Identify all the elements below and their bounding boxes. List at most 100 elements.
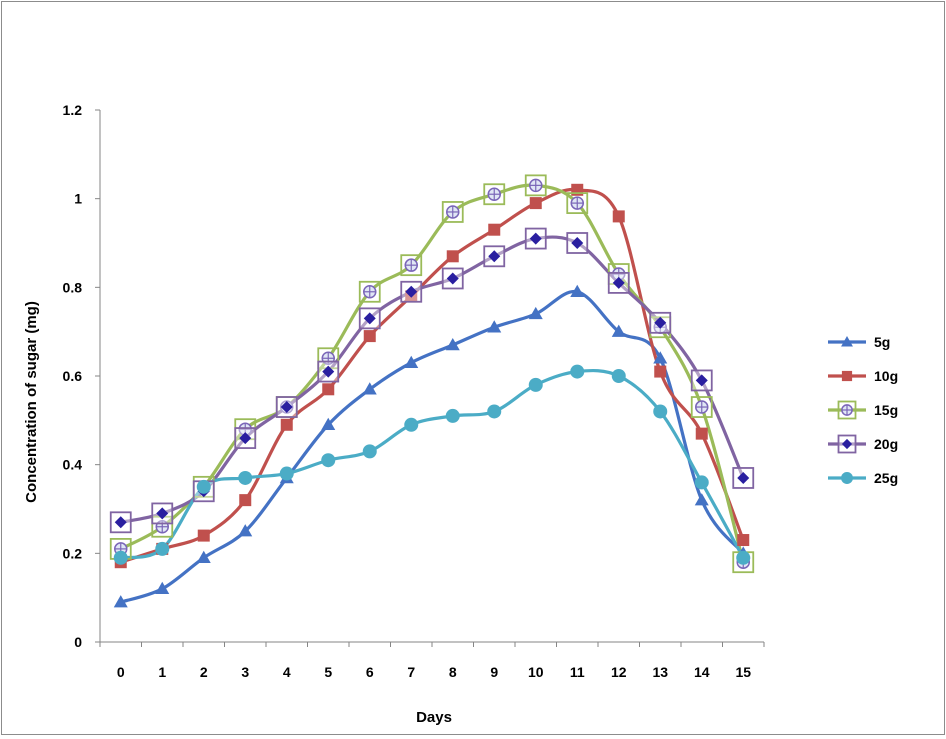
series-markers-5g xyxy=(113,284,751,608)
x-tick-label: 4 xyxy=(283,664,291,680)
legend-marker xyxy=(841,472,853,484)
data-point-10g xyxy=(446,250,459,263)
data-point-25g xyxy=(362,444,377,459)
x-tick-label: 6 xyxy=(366,664,374,680)
data-point-10g xyxy=(239,494,252,507)
data-point-20g xyxy=(275,396,298,418)
y-tick-label: 0.4 xyxy=(63,457,83,473)
x-tick-label: 11 xyxy=(570,664,585,680)
data-point-25g xyxy=(528,377,543,392)
x-tick-label: 10 xyxy=(528,664,544,680)
data-point-20g xyxy=(109,511,132,534)
legend-label: 15g xyxy=(874,402,898,418)
legend-label: 5g xyxy=(874,334,890,350)
data-point-5g xyxy=(238,524,253,537)
data-point-20g xyxy=(607,271,630,294)
data-point-5g xyxy=(321,417,336,431)
x-tick-label: 2 xyxy=(200,664,208,680)
x-tick-label: 0 xyxy=(117,664,125,680)
legend-label: 20g xyxy=(874,436,898,452)
data-point-20g xyxy=(151,502,174,525)
data-point-5g xyxy=(653,351,668,364)
data-point-15g xyxy=(441,201,464,223)
data-point-25g xyxy=(487,404,502,419)
series-layer xyxy=(109,174,755,608)
legend-item-20g: 20g xyxy=(828,434,898,454)
series-markers-25g xyxy=(113,364,751,565)
data-point-5g xyxy=(113,595,128,608)
data-point-5g xyxy=(404,355,419,368)
data-point-25g xyxy=(113,550,128,565)
y-tick-label: 0.6 xyxy=(63,368,83,384)
data-point-5g xyxy=(487,320,502,333)
data-point-20g xyxy=(566,232,589,254)
series-line-15g xyxy=(119,183,745,563)
data-point-5g xyxy=(528,306,543,320)
data-point-20g xyxy=(358,307,381,330)
y-tick-label: 0.8 xyxy=(63,279,83,295)
data-point-15g xyxy=(483,183,506,206)
x-tick-label: 5 xyxy=(324,664,332,680)
data-point-20g xyxy=(483,245,506,268)
data-point-25g xyxy=(155,541,170,556)
y-axis-label: Concentration of sugar (mg) xyxy=(23,301,40,503)
data-point-5g xyxy=(570,284,585,298)
y-tick-label: 0 xyxy=(74,634,82,650)
data-point-10g xyxy=(322,383,335,396)
x-tick-label: 9 xyxy=(490,664,498,680)
y-tick-label: 1 xyxy=(74,191,82,207)
data-point-25g xyxy=(238,470,253,485)
data-point-10g xyxy=(654,365,667,378)
data-point-15g xyxy=(566,192,589,215)
data-point-5g xyxy=(362,382,377,395)
data-point-5g xyxy=(611,324,626,337)
data-point-20g xyxy=(690,369,713,392)
data-point-25g xyxy=(404,417,419,432)
x-tick-label: 7 xyxy=(407,664,415,680)
legend-marker xyxy=(837,434,857,454)
x-tick-label: 1 xyxy=(158,664,166,680)
data-point-25g xyxy=(279,466,294,481)
data-point-25g xyxy=(653,404,668,419)
data-point-10g xyxy=(488,223,501,236)
data-point-25g xyxy=(196,479,211,494)
data-point-5g xyxy=(445,337,460,351)
y-tick-label: 1.2 xyxy=(63,102,83,118)
legend-item-25g: 25g xyxy=(828,470,898,486)
x-tick-label: 12 xyxy=(611,664,627,680)
data-point-10g xyxy=(612,210,625,223)
legend-marker xyxy=(837,400,857,420)
x-tick-label: 14 xyxy=(694,664,710,680)
x-tick-label: 13 xyxy=(652,664,668,680)
series-markers-10g xyxy=(114,183,750,569)
data-point-25g xyxy=(611,369,626,383)
data-point-5g xyxy=(694,493,709,506)
legend-label: 25g xyxy=(874,470,898,486)
series-markers-20g xyxy=(109,227,755,534)
data-point-20g xyxy=(441,267,464,290)
data-point-15g xyxy=(400,254,423,277)
legend-item-5g: 5g xyxy=(828,334,890,350)
data-point-15g xyxy=(358,280,381,303)
x-axis-label: Days xyxy=(416,709,452,726)
data-point-5g xyxy=(196,550,211,564)
data-point-10g xyxy=(197,529,210,542)
data-point-25g xyxy=(445,408,460,423)
data-point-20g xyxy=(317,360,340,383)
y-tick-label: 0.2 xyxy=(63,545,83,561)
data-point-15g xyxy=(690,396,713,418)
data-point-20g xyxy=(400,280,423,303)
axes: 00.20.40.60.811.20 1 2 3 4 5 6 7 8 9 10 11 12 13 14 15 xyxy=(63,102,765,680)
data-point-15g xyxy=(524,174,547,197)
data-point-10g xyxy=(280,418,293,431)
legend-marker xyxy=(841,370,853,382)
data-point-20g xyxy=(524,227,547,250)
data-point-20g xyxy=(649,311,672,334)
data-point-25g xyxy=(736,550,751,565)
data-point-25g xyxy=(321,453,336,468)
x-tick-label: 15 xyxy=(735,664,751,680)
legend: 5g 10g 15g 20g 25g xyxy=(828,334,898,486)
data-point-5g xyxy=(155,581,170,595)
